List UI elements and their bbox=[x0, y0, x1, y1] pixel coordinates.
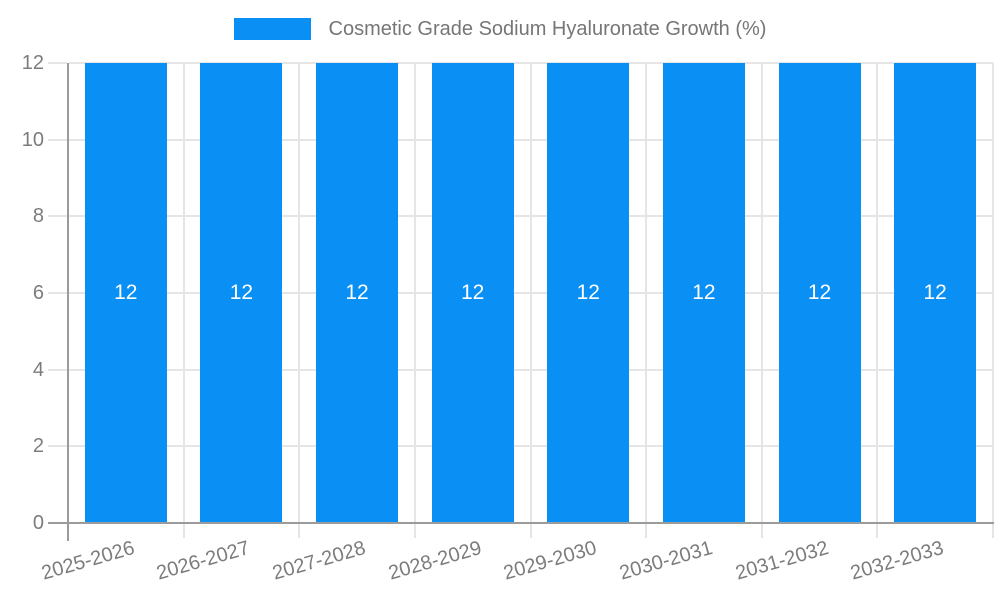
x-axis-tick bbox=[413, 524, 416, 538]
bar-value-label: 12 bbox=[229, 281, 254, 304]
x-axis-tick-label: 2029-2030 bbox=[501, 537, 600, 585]
legend-label[interactable]: Cosmetic Grade Sodium Hyaluronate Growth… bbox=[328, 18, 767, 40]
legend-swatch[interactable] bbox=[233, 18, 311, 40]
x-axis-tick-label: 2030-2031 bbox=[616, 537, 716, 585]
y-axis-tick bbox=[48, 292, 67, 294]
bar[interactable]: 12 bbox=[547, 63, 630, 523]
y-axis-line bbox=[67, 63, 69, 541]
x-axis-tick bbox=[760, 524, 763, 538]
bar-value-label: 12 bbox=[114, 281, 138, 304]
x-axis-tick bbox=[876, 524, 879, 538]
x-axis-tick bbox=[529, 524, 532, 538]
x-axis-line bbox=[48, 522, 994, 524]
x-axis-tick-label: 2032-2033 bbox=[848, 537, 947, 585]
x-axis-tick bbox=[645, 524, 648, 538]
bar-value-label: 12 bbox=[461, 281, 485, 304]
x-axis-tick bbox=[298, 524, 301, 538]
gridline-vertical bbox=[645, 63, 648, 523]
y-axis-tick-label: 4 bbox=[32, 358, 44, 381]
bar-value-label: 12 bbox=[807, 281, 832, 304]
gridline-vertical bbox=[529, 63, 532, 523]
x-axis-tick-label: 2026-2027 bbox=[154, 537, 253, 585]
bar[interactable]: 12 bbox=[431, 63, 514, 523]
y-axis-tick-label: 6 bbox=[32, 282, 44, 304]
gridline-vertical bbox=[413, 63, 416, 523]
y-axis-tick bbox=[48, 62, 67, 64]
x-axis-tick bbox=[182, 524, 185, 538]
bar[interactable]: 12 bbox=[316, 63, 399, 523]
gridline-vertical bbox=[876, 63, 879, 523]
y-axis-tick-label: 8 bbox=[32, 205, 44, 228]
x-axis-tick bbox=[992, 524, 994, 538]
x-axis-tick-label: 2027-2028 bbox=[270, 537, 369, 585]
y-axis-tick-label: 2 bbox=[32, 435, 44, 458]
bar-value-label: 12 bbox=[923, 281, 947, 304]
gridline-vertical bbox=[182, 63, 185, 523]
bar[interactable]: 12 bbox=[894, 63, 977, 523]
x-axis-tick-label: 2025-2026 bbox=[38, 537, 137, 585]
y-axis-tick bbox=[48, 215, 67, 218]
y-axis-tick bbox=[48, 368, 67, 371]
y-axis-tick-label: 12 bbox=[21, 52, 44, 74]
gridline-vertical bbox=[992, 63, 994, 523]
bar-value-label: 12 bbox=[692, 281, 716, 304]
bar[interactable]: 12 bbox=[200, 63, 283, 523]
bar-value-label: 12 bbox=[345, 281, 369, 304]
y-axis-tick bbox=[48, 138, 67, 141]
x-axis-tick-label: 2028-2029 bbox=[385, 537, 484, 585]
gridline-vertical bbox=[760, 63, 763, 523]
y-axis-tick-label: 0 bbox=[32, 512, 44, 534]
gridline-vertical bbox=[298, 63, 301, 523]
bar[interactable]: 12 bbox=[84, 63, 167, 523]
y-axis-tick bbox=[48, 445, 67, 448]
y-axis-tick-label: 10 bbox=[21, 128, 44, 151]
legend: Cosmetic Grade Sodium Hyaluronate Growth… bbox=[0, 18, 1000, 40]
bar[interactable]: 12 bbox=[662, 63, 745, 523]
x-axis-tick-label: 2031-2032 bbox=[732, 537, 831, 585]
bar[interactable]: 12 bbox=[778, 63, 861, 523]
bar-value-label: 12 bbox=[576, 281, 600, 304]
